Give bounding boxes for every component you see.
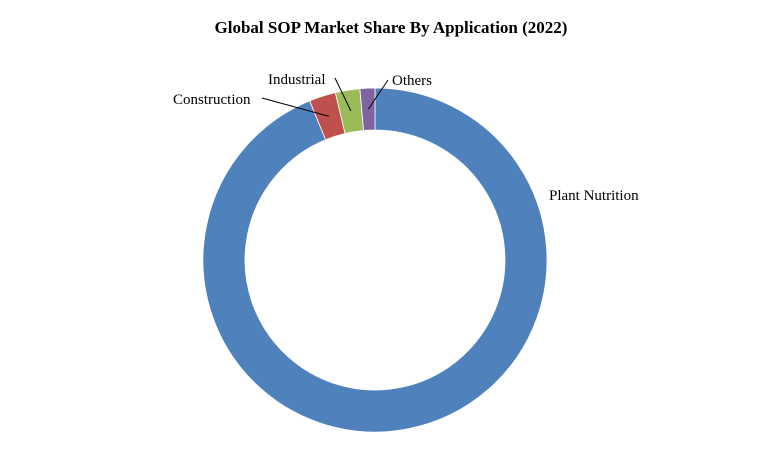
leader-line-others	[367, 79, 389, 110]
slice-label-industrial: Industrial	[268, 72, 326, 88]
leader-line-industrial	[334, 77, 352, 112]
slice-others	[359, 87, 376, 131]
slices-layer	[202, 87, 548, 433]
leader-line-construction	[261, 97, 329, 117]
slice-label-others: Others	[392, 73, 432, 89]
slice-label-plant-nutrition: Plant Nutrition	[549, 188, 639, 204]
slice-plant-nutrition	[202, 87, 548, 433]
slice-labels-layer: Plant Nutrition Construction Industrial Oth…	[173, 72, 639, 204]
slice-label-construction: Construction	[173, 92, 251, 108]
leader-lines-layer	[261, 77, 389, 117]
chart-title: Global SOP Market Share By Application (…	[214, 18, 568, 37]
